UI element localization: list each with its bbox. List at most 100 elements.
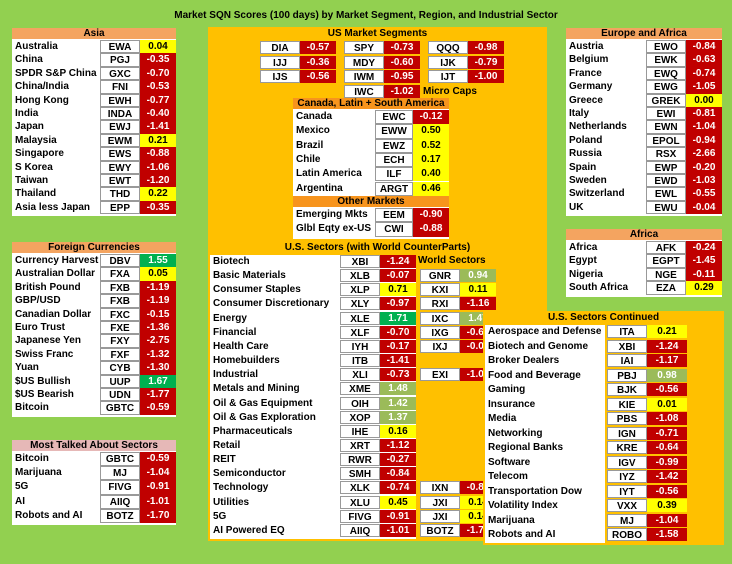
us-segment-ticker: IJK <box>428 55 468 69</box>
us-sector-score: -1.01 <box>380 523 416 537</box>
europe-ticker: EWP <box>646 160 686 174</box>
asia-row: Australia EWA 0.04 <box>12 40 176 54</box>
talked-row: Marijuana MJ -1.04 <box>12 466 176 481</box>
us-sector-name: Semiconductor <box>213 468 286 480</box>
canada-name: Mexico <box>296 125 330 137</box>
asia-row: Japan EWJ -1.41 <box>12 120 176 134</box>
europe-ticker: EWK <box>646 53 686 67</box>
us-sector-ticker: XLU <box>340 495 380 509</box>
europe-row: Poland EPOL -0.94 <box>566 133 722 148</box>
us-segment-score: -0.98 <box>468 41 504 54</box>
us-continued-name: Aerospace and Defense <box>488 326 602 337</box>
asia-ticker: EPP <box>100 200 140 215</box>
africa-row: Nigeria NGE -0.11 <box>566 267 722 282</box>
currencies-score: -1.36 <box>140 321 176 335</box>
us-continued-ticker: PBS <box>607 412 647 425</box>
asia-score: -0.88 <box>140 147 176 161</box>
us-sector-ticker: XLK <box>340 481 380 495</box>
asia-score: -0.35 <box>140 200 176 215</box>
us-sector-score: -0.27 <box>380 453 416 467</box>
us-sector-score: -0.70 <box>380 325 416 339</box>
europe-score: -0.55 <box>686 187 722 201</box>
us-continued-score: 0.98 <box>647 368 687 382</box>
currencies-name: Yuan <box>15 362 39 374</box>
currencies-ticker: UUP <box>100 374 140 388</box>
africa-score: -1.45 <box>686 254 722 268</box>
us-continued-ticker: PBJ <box>607 368 647 382</box>
asia-name: Singapore <box>15 148 64 160</box>
europe-score: -0.81 <box>686 107 722 121</box>
world-sector-ticker: BOTZ <box>420 523 460 537</box>
other-name: Glbl Eqty ex-US <box>296 223 372 235</box>
world-sector-score: 0.94 <box>460 269 496 283</box>
us-sector-score: -1.41 <box>380 354 416 368</box>
talked-name: Marijuana <box>15 467 62 479</box>
us-sector-score: -1.12 <box>380 438 416 452</box>
asia-name: Japan <box>15 121 44 133</box>
world-sector-ticker: IXC <box>420 311 460 325</box>
asia-ticker: THD <box>100 187 140 201</box>
us-sector-ticker: IHE <box>340 424 380 438</box>
europe-name: Greece <box>569 94 603 106</box>
asia-row: China PGJ -0.35 <box>12 53 176 67</box>
europe-score: -1.03 <box>686 174 722 188</box>
us-sector-name: Oil & Gas Equipment <box>213 397 313 409</box>
europe-name: Spain <box>569 161 597 173</box>
asia-score: -0.53 <box>140 80 176 94</box>
africa-row: South Africa EZA 0.29 <box>566 281 722 295</box>
us-sector-score: -0.73 <box>380 368 416 382</box>
currencies-ticker: CYB <box>100 361 140 375</box>
us-sector-ticker: XME <box>340 382 380 396</box>
us-continued-ticker: IAI <box>607 354 647 367</box>
canada-name: Canada <box>296 111 333 122</box>
europe-row: Germany EWG -1.05 <box>566 80 722 94</box>
europe-ticker: EWN <box>646 120 686 134</box>
europe-score: -0.20 <box>686 160 722 174</box>
europe-score: -2.66 <box>686 147 722 161</box>
us-sector-name: Retail <box>213 439 241 451</box>
us-sector-name: Homebuilders <box>213 355 280 367</box>
us-sector-score: 0.16 <box>380 424 416 438</box>
europe-ticker: EPOL <box>646 133 686 148</box>
us-continued-ticker: IYZ <box>607 470 647 483</box>
us-sector-score: 1.48 <box>380 382 416 396</box>
asia-ticker: EWT <box>100 174 140 188</box>
currencies-score: -1.19 <box>140 280 176 295</box>
currencies-score: 1.55 <box>140 254 176 268</box>
europe-score: -0.63 <box>686 53 722 67</box>
world-sector-ticker: IXG <box>420 325 460 339</box>
canada-score: 0.46 <box>413 181 449 196</box>
us-sector-ticker: XLB <box>340 269 380 283</box>
currencies-name: $US Bearish <box>15 389 74 400</box>
currencies-row: GBP/USD FXB -1.19 <box>12 294 176 308</box>
asia-score: 0.04 <box>140 40 176 54</box>
us-sector-ticker: XLF <box>340 325 380 339</box>
europe-name: Sweden <box>569 175 607 186</box>
canada-name: Argentina <box>296 182 343 194</box>
us-segment-score: -0.57 <box>300 41 336 54</box>
us-continued-score: -1.08 <box>647 412 687 425</box>
europe-row: Switzerland EWL -0.55 <box>566 187 722 201</box>
canada-score: -0.12 <box>413 110 449 125</box>
currencies-row: Canadian Dollar FXC -0.15 <box>12 307 176 321</box>
asia-ticker: EWA <box>100 40 140 54</box>
us-segment-score: -1.02 <box>384 85 420 98</box>
canada-ticker: EWZ <box>375 138 413 153</box>
africa-ticker: NGE <box>646 267 686 282</box>
us-segment-ticker: IJJ <box>260 55 300 69</box>
us-sector-ticker: AIIQ <box>340 523 380 537</box>
other-row: Emerging Mkts EEM -0.90 <box>293 208 449 223</box>
europe-row: Italy EWI -0.81 <box>566 107 722 121</box>
talked-name: Bitcoin <box>15 453 49 464</box>
us-continued-name: Gaming <box>488 384 526 395</box>
us-continued-score: -1.58 <box>647 528 687 541</box>
currencies-row: $US Bullish UUP 1.67 <box>12 374 176 388</box>
us-sector-score: 1.42 <box>380 396 416 410</box>
europe-name: France <box>569 67 602 79</box>
canada-name: Brazil <box>296 139 324 151</box>
africa-ticker: AFK <box>646 241 686 255</box>
currencies-ticker: FXC <box>100 307 140 321</box>
asia-score: -0.35 <box>140 53 176 67</box>
asia-row: China/India FNI -0.53 <box>12 80 176 94</box>
us-sector-name: Basic Materials <box>213 270 286 282</box>
